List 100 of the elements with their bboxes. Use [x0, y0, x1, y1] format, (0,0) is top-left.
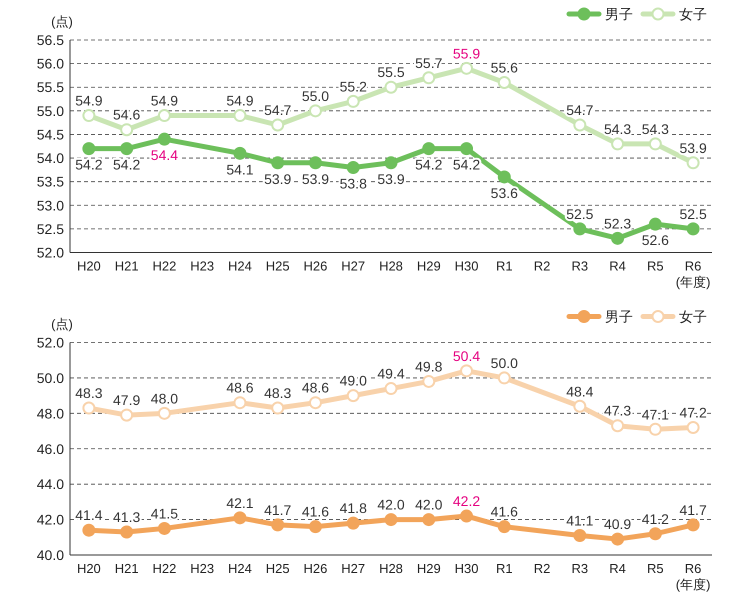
data-label: 52.5	[679, 206, 707, 222]
point	[271, 402, 284, 415]
point	[422, 142, 436, 156]
data-label: 48.3	[264, 385, 292, 402]
data-label: 49.0	[340, 372, 368, 389]
point	[346, 389, 360, 402]
x-tick-label: H25	[266, 258, 290, 274]
point	[346, 94, 360, 108]
point	[611, 419, 624, 432]
data-label: 54.2	[452, 156, 480, 173]
data-label: 54.2	[75, 156, 103, 173]
point	[308, 520, 322, 534]
data-label: 42.0	[377, 496, 405, 513]
x-tick-label: H23	[190, 258, 214, 274]
data-label: 55.6	[490, 60, 518, 76]
x-tick-label: H29	[416, 561, 441, 576]
data-label: 54.1	[226, 161, 254, 178]
data-label: 41.2	[642, 510, 670, 527]
point	[498, 76, 511, 89]
data-label: 52.6	[642, 232, 670, 248]
data-label: 48.6	[226, 380, 254, 396]
data-label: 41.7	[679, 502, 707, 518]
point	[573, 400, 586, 413]
data-label: 41.3	[113, 508, 140, 525]
data-label: 54.6	[113, 106, 140, 123]
data-label: 52.5	[566, 206, 594, 222]
y-tick-label: 54.5	[36, 126, 64, 142]
legend-label: 男子	[605, 308, 633, 324]
point	[648, 218, 662, 231]
x-tick-label: H24	[228, 258, 252, 274]
y-tick-label: 55.0	[36, 102, 64, 119]
data-label: 42.0	[415, 496, 443, 513]
point	[498, 371, 511, 384]
x-tick-label: R2	[534, 561, 550, 576]
data-label: 50.0	[490, 354, 518, 371]
data-label: 54.3	[604, 120, 632, 137]
point	[498, 520, 511, 534]
y-tick-label: 52.0	[36, 334, 64, 350]
data-label: 49.4	[377, 366, 405, 382]
legend-label: 女子	[679, 6, 707, 22]
point	[422, 513, 436, 526]
x-tick-label: R5	[647, 561, 664, 576]
point	[82, 109, 96, 122]
y-tick-label: 42.0	[36, 512, 64, 528]
data-label: 42.1	[226, 494, 254, 511]
data-label: 53.9	[302, 170, 330, 187]
point	[271, 518, 284, 532]
data-label: 55.2	[340, 78, 368, 94]
point	[120, 142, 134, 156]
point	[308, 156, 322, 170]
point	[271, 118, 284, 132]
x-tick-label: H30	[454, 561, 478, 576]
y-tick-label: 56.5	[36, 32, 64, 48]
x-tick-label: R4	[609, 258, 626, 274]
point	[308, 396, 322, 410]
point	[233, 109, 246, 122]
y-tick-label: 54.0	[36, 150, 64, 166]
x-tick-label: H26	[304, 258, 328, 274]
x-axis-title: (年度)	[676, 274, 710, 290]
data-label: 52.3	[604, 215, 632, 232]
data-label: 48.4	[566, 383, 594, 400]
point	[422, 71, 436, 84]
point	[271, 156, 284, 170]
data-label: 54.2	[113, 156, 140, 173]
point	[611, 232, 624, 245]
data-label: 54.9	[75, 92, 103, 109]
point	[648, 422, 662, 436]
data-label: 53.6	[490, 184, 518, 201]
x-tick-label: H28	[379, 258, 403, 274]
point	[573, 529, 586, 542]
x-axis-title: (年度)	[676, 577, 710, 592]
point	[686, 518, 700, 532]
y-tick-label: 55.5	[36, 79, 64, 96]
point	[158, 132, 171, 146]
x-tick-label: R1	[496, 258, 513, 274]
x-tick-label: R6	[684, 258, 702, 274]
point	[422, 374, 436, 388]
x-tick-label: H21	[114, 258, 139, 274]
y-tick-label: 53.0	[36, 197, 64, 214]
x-tick-label: H20	[76, 258, 101, 274]
point	[686, 421, 700, 434]
data-label: 50.4	[452, 348, 480, 364]
point	[460, 142, 474, 156]
point	[460, 62, 474, 75]
data-label: 54.9	[226, 92, 254, 109]
point	[120, 525, 134, 538]
point	[384, 80, 398, 94]
x-tick-label: H30	[454, 258, 478, 274]
data-label: 53.8	[340, 176, 368, 192]
data-label: 47.1	[642, 406, 670, 422]
data-label: 53.9	[679, 140, 707, 156]
point	[158, 109, 171, 122]
point	[308, 104, 322, 118]
point	[346, 161, 360, 174]
x-tick-label: H22	[152, 561, 176, 576]
data-label: 40.9	[604, 516, 632, 532]
data-label: 48.0	[150, 390, 178, 406]
data-label: 55.7	[415, 54, 443, 71]
x-tick-label: H20	[76, 561, 101, 576]
point	[82, 524, 96, 537]
